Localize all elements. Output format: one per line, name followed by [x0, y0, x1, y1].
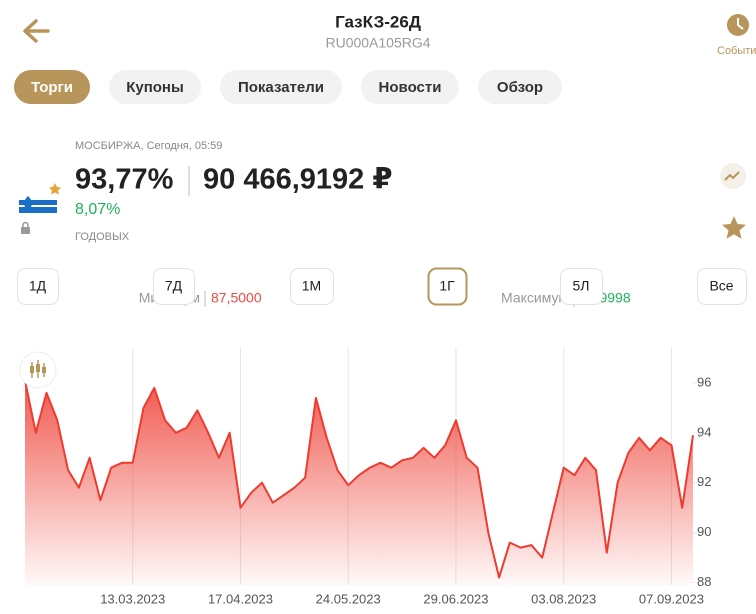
- period-background: [290, 268, 334, 305]
- events-label: Событи: [717, 45, 756, 57]
- source: МОСБИРЖА, Сегодня, 05:59: [75, 140, 222, 152]
- price-rub: 90 466,9192 ₽: [203, 164, 393, 196]
- period-label: 5Л: [573, 278, 590, 294]
- tab[interactable]: Показатели: [220, 70, 342, 104]
- min-value: 87,5000: [211, 290, 262, 306]
- x-tick-label: 29.06.2023: [423, 591, 488, 606]
- period-background: [153, 268, 195, 305]
- tab-background: [478, 70, 562, 104]
- period-background: [427, 267, 468, 306]
- max-label: Максимум: [501, 290, 568, 306]
- period-label: 1Д: [29, 278, 47, 294]
- issuer-logo: [19, 183, 61, 234]
- y-tick-label: 94: [697, 424, 711, 439]
- x-tick-label: 03.08.2023: [531, 591, 596, 606]
- tab[interactable]: Обзор: [478, 70, 562, 104]
- tab-background: [14, 70, 90, 104]
- period-label: 1М: [302, 278, 321, 294]
- tab-background: [361, 70, 459, 104]
- chart-type-button[interactable]: [19, 351, 57, 389]
- subtitle: RU000A105RG4: [325, 35, 430, 51]
- tab[interactable]: Торги: [14, 70, 90, 104]
- x-tick-label: 24.05.2023: [316, 591, 381, 606]
- period-label: 1Г: [439, 278, 455, 294]
- tab-label: Торги: [31, 79, 73, 96]
- period-button[interactable]: 1Д: [17, 268, 59, 305]
- y-tick-label: 92: [697, 474, 711, 489]
- yield: 8,07%: [75, 201, 120, 218]
- events-button[interactable]: Событи: [717, 14, 756, 57]
- chart: 13.03.2023 17.04.2023 24.05.2023 29.06.2023…: [24, 348, 711, 606]
- area-fill: [25, 380, 693, 585]
- tab[interactable]: Новости: [361, 70, 459, 104]
- period-button[interactable]: Все: [697, 268, 747, 305]
- tab-background: [220, 70, 342, 104]
- yield-label: ГОДОВЫХ: [75, 231, 130, 243]
- tab-label: Купоны: [126, 79, 184, 96]
- period-button[interactable]: 7Д: [153, 268, 195, 305]
- period-label: Все: [709, 278, 733, 294]
- price-percent: 93,77%: [75, 164, 174, 196]
- tab-label: Показатели: [238, 79, 324, 96]
- period-background: [560, 268, 603, 305]
- period-button[interactable]: 1Г: [427, 267, 468, 306]
- favorite-button[interactable]: [722, 216, 746, 239]
- x-tick-label: 07.09.2023: [639, 591, 704, 606]
- compare-button[interactable]: [720, 163, 746, 189]
- tab-label: Обзор: [497, 79, 543, 96]
- back-button[interactable]: [23, 19, 50, 43]
- period-label: 7Д: [165, 278, 183, 294]
- period-button[interactable]: 1М: [290, 268, 334, 305]
- title: ГазКЗ-26Д: [335, 12, 421, 31]
- tab[interactable]: Купоны: [109, 70, 201, 104]
- y-tick-label: 90: [697, 524, 711, 539]
- x-tick-label: 13.03.2023: [100, 591, 165, 606]
- period-background: [697, 268, 747, 305]
- y-tick-label: 88: [697, 574, 711, 589]
- period-background: [17, 268, 59, 305]
- x-tick-label: 17.04.2023: [208, 591, 273, 606]
- price-line: [24, 380, 694, 579]
- tab-background: [109, 70, 201, 104]
- period-button[interactable]: 5Л: [560, 268, 603, 305]
- y-tick-label: 96: [697, 374, 711, 389]
- tab-label: Новости: [379, 79, 442, 96]
